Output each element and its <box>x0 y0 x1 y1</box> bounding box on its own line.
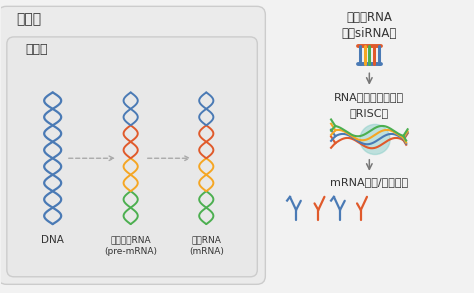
Text: 细胞质: 细胞质 <box>16 12 41 26</box>
Text: 信使RNA
(mRNA): 信使RNA (mRNA) <box>189 235 224 256</box>
Text: （如siRNA）: （如siRNA） <box>342 27 397 40</box>
FancyBboxPatch shape <box>0 6 265 284</box>
Text: mRNA降解/翻译抑制: mRNA降解/翻译抑制 <box>330 177 409 187</box>
Text: 前体信使RNA
(pre-mRNA): 前体信使RNA (pre-mRNA) <box>104 235 157 256</box>
Text: （RISC）: （RISC） <box>350 108 389 117</box>
Text: 细胞核: 细胞核 <box>25 43 48 56</box>
Text: RNA诱导沉默复合体: RNA诱导沉默复合体 <box>334 92 404 102</box>
Circle shape <box>360 125 390 154</box>
Text: DNA: DNA <box>41 235 64 245</box>
FancyBboxPatch shape <box>7 37 257 277</box>
Text: 短双链RNA: 短双链RNA <box>346 11 392 24</box>
